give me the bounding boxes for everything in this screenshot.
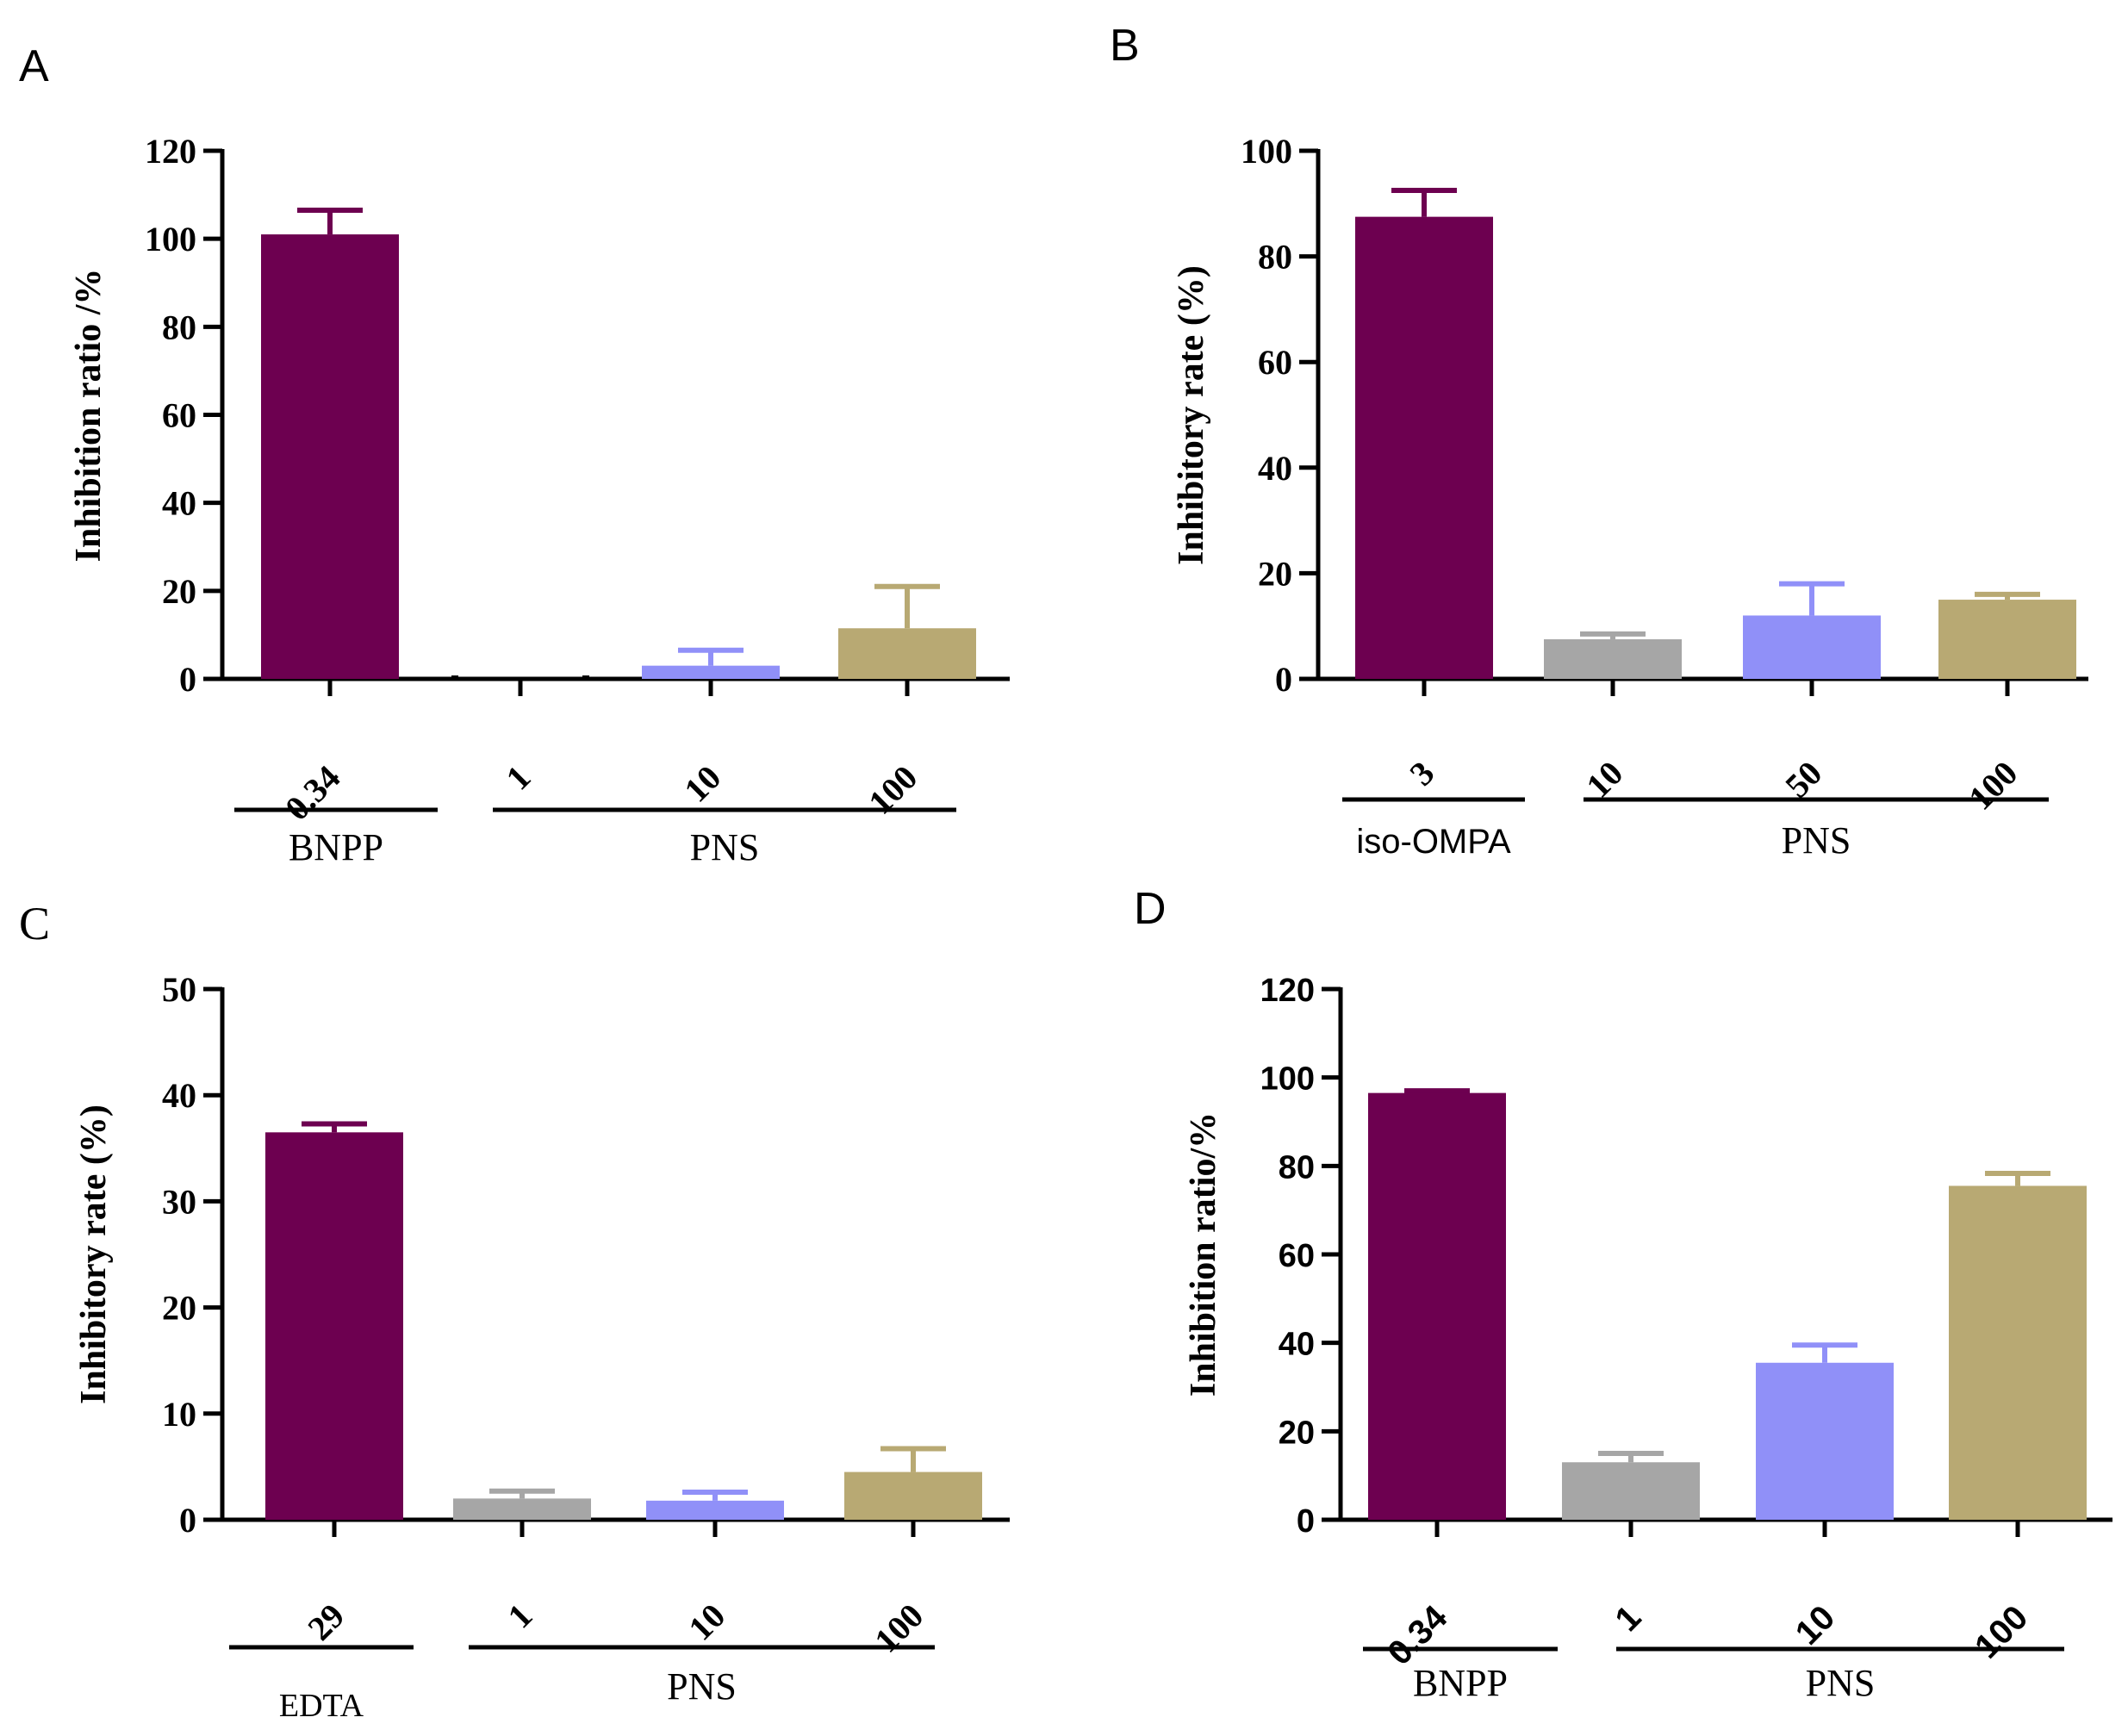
panel-a-group-label: PNS xyxy=(690,826,760,868)
panel-c-category-label: 100 xyxy=(867,1596,930,1660)
panel-letter-c: C xyxy=(19,898,50,949)
panel-a-y-tick-label: 0 xyxy=(179,660,196,699)
panel-a-y-tick-label: 100 xyxy=(145,220,196,258)
panel-c-y-tick-label: 30 xyxy=(162,1182,196,1221)
panel-a-bar xyxy=(642,665,780,679)
panel-a-category-label: 0.34 xyxy=(277,758,347,828)
panel-b-y-tick-label: 100 xyxy=(1241,132,1292,171)
panel-c-y-tick-label: 0 xyxy=(179,1501,196,1540)
panel-d-y-tick-label: 40 xyxy=(1279,1327,1315,1363)
panel-c-group-label: PNS xyxy=(667,1665,737,1708)
panel-b-bar xyxy=(1743,615,1881,679)
panel-b-bar xyxy=(1544,639,1682,679)
panel-d-category-label: 1 xyxy=(1608,1598,1649,1639)
panel-c-y-axis-title: Inhibitory rate (%) xyxy=(74,1104,114,1404)
panel-c-chart: 0 10 20 30 40 50 Inhibitory rate (%) 29 1 10 100 ED… xyxy=(74,970,1010,1724)
panel-c-y-tick-label: 40 xyxy=(162,1076,196,1115)
panel-b-group-label: PNS xyxy=(1782,819,1851,862)
panel-b-bar xyxy=(1938,600,2076,679)
panel-letter-b: B xyxy=(1110,21,1140,71)
panel-c-bar xyxy=(453,1498,591,1520)
panel-c-bar xyxy=(844,1472,982,1520)
panel-a-category-label: 100 xyxy=(861,758,924,822)
panel-c-category-label: 29 xyxy=(300,1596,352,1648)
panel-b-y-tick-label: 20 xyxy=(1258,554,1292,593)
panel-c-group-label: EDTA xyxy=(279,1688,364,1724)
panel-d-y-tick-label: 20 xyxy=(1279,1415,1315,1451)
panel-b-group-label: iso-OMPA xyxy=(1356,823,1511,861)
panel-d-category-label: 100 xyxy=(1968,1598,2035,1665)
panel-b-y-tick-label: 40 xyxy=(1258,449,1292,488)
panel-a-y-tick-label: 60 xyxy=(162,396,196,435)
panel-d-category-label: 10 xyxy=(1789,1598,1843,1652)
panel-b-category-label: 100 xyxy=(1961,754,2025,818)
panel-c-bar xyxy=(265,1132,403,1520)
panel-d-bar xyxy=(1368,1092,1506,1520)
panel-c-y-tick-label: 20 xyxy=(162,1289,196,1328)
panel-c-bar xyxy=(646,1500,784,1520)
panel-b-y-axis-title: Inhibitory rate (%) xyxy=(1172,265,1211,565)
panel-d-bar xyxy=(1949,1185,2087,1520)
panel-a-y-tick-label: 20 xyxy=(162,572,196,611)
panel-d-group-label: PNS xyxy=(1806,1662,1876,1704)
panel-a-bar xyxy=(838,628,976,679)
panel-a-y-tick-label: 80 xyxy=(162,308,196,346)
panel-b-y-tick-label: 80 xyxy=(1258,238,1292,277)
panel-letter-a: A xyxy=(19,41,49,91)
panel-a-bar xyxy=(261,234,399,679)
panel-b-y-tick-label: 0 xyxy=(1275,660,1292,699)
panel-b-bar xyxy=(1355,216,1493,679)
panel-d-y-axis-title: Inhibition ratio/% xyxy=(1184,1112,1223,1397)
panel-d-y-tick-label: 80 xyxy=(1279,1149,1315,1185)
panel-a-category-label: 1 xyxy=(498,758,538,798)
panel-a-y-axis-title: Inhibition ratio /% xyxy=(69,269,109,563)
panel-d-y-tick-label: 60 xyxy=(1279,1238,1315,1274)
panel-c-y-tick-label: 10 xyxy=(162,1395,196,1434)
panel-c-category-label: 10 xyxy=(681,1596,732,1648)
panel-d-y-tick-label: 0 xyxy=(1297,1503,1315,1540)
panel-a-y-tick-label: 40 xyxy=(162,484,196,523)
panel-a-y-tick-label: 120 xyxy=(145,132,196,171)
panel-a-category-label: 10 xyxy=(676,758,728,810)
panel-d-bar xyxy=(1756,1362,1894,1520)
panel-a-group-label: BNPP xyxy=(289,826,383,868)
panel-letter-d: D xyxy=(1134,884,1167,934)
panel-d-bar xyxy=(1562,1462,1700,1520)
panel-a-chart: 0 20 40 60 80 100 120 Inhibition ratio /% 0.34 1 1… xyxy=(69,132,1010,868)
panel-b-y-tick-label: 60 xyxy=(1258,343,1292,382)
panel-c-category-label: 1 xyxy=(500,1596,539,1636)
panel-b-category-label: 3 xyxy=(1402,754,1441,793)
panel-d-group-label: BNPP xyxy=(1413,1662,1508,1704)
panel-c-y-tick-label: 50 xyxy=(162,970,196,1009)
panel-d-y-tick-label: 100 xyxy=(1260,1061,1315,1098)
panel-d-y-tick-label: 120 xyxy=(1260,973,1315,1009)
